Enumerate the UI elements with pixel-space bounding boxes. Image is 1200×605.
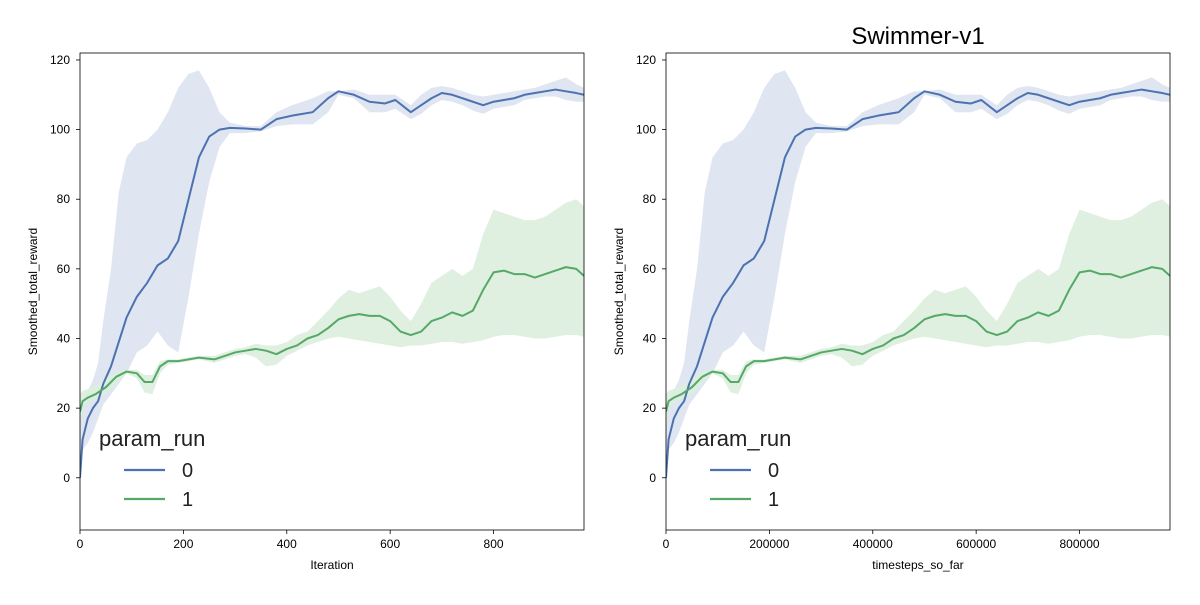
chart-title: Swimmer-v1 [851, 23, 984, 50]
series-1-line [80, 266, 584, 412]
y-tick-label: 40 [57, 332, 71, 346]
x-axis-label: timesteps_so_far [872, 558, 963, 572]
y-tick-label: 0 [649, 471, 656, 485]
legend-label-1: 1 [768, 489, 779, 511]
series-1-line [666, 266, 1170, 412]
y-tick-label: 80 [57, 192, 71, 206]
plot-frame [79, 52, 585, 531]
y-axis-label: Smoothed_total_reward [26, 228, 40, 355]
y-tick-label: 20 [643, 401, 657, 415]
x-axis-label: Iteration [310, 558, 353, 572]
x-tick-label: 0 [77, 537, 84, 551]
chart-panel-1: 0 200000 400000 600000 800000 0 20 40 60 80 100 120… [612, 23, 1171, 572]
y-tick-label: 120 [50, 53, 70, 67]
legend-title: param_run [685, 426, 791, 451]
x-tick-label: 0 [663, 537, 670, 551]
series-0-band [666, 70, 1170, 478]
y-tick-label: 80 [643, 192, 657, 206]
series-0-band [80, 70, 584, 478]
y-axis-label: Smoothed_total_reward [612, 228, 626, 355]
plot-frame [665, 52, 1171, 531]
x-tick-label: 800000 [1060, 537, 1100, 551]
y-tick-label: 100 [50, 123, 70, 137]
x-tick-label: 600 [380, 537, 400, 551]
legend-label-0: 0 [768, 460, 779, 482]
x-tick-label: 400000 [853, 537, 893, 551]
legend-label-1: 1 [182, 489, 193, 511]
y-tick-label: 0 [63, 471, 70, 485]
x-tick-label: 600000 [956, 537, 996, 551]
y-tick-label: 60 [57, 262, 71, 276]
x-tick-label: 200 [173, 537, 193, 551]
series-0-line [80, 88, 584, 478]
legend-label-0: 0 [182, 460, 193, 482]
y-tick-label: 40 [643, 332, 657, 346]
legend: param_run 0 1 [685, 426, 791, 511]
y-tick-label: 60 [643, 262, 657, 276]
y-tick-label: 20 [57, 401, 71, 415]
x-tick-label: 800 [484, 537, 504, 551]
chart-panel-0: 0 200 400 600 800 0 20 40 60 80 100 120 Iteration Smo… [26, 52, 585, 572]
legend: param_run 0 1 [99, 426, 205, 511]
x-tick-label: 200000 [749, 537, 789, 551]
series-1-band [666, 199, 1170, 430]
y-tick-label: 120 [636, 53, 656, 67]
y-tick-label: 100 [636, 123, 656, 137]
series-0-line [666, 88, 1170, 478]
x-tick-label: 400 [277, 537, 297, 551]
legend-title: param_run [99, 426, 205, 451]
series-1-band [80, 199, 584, 430]
